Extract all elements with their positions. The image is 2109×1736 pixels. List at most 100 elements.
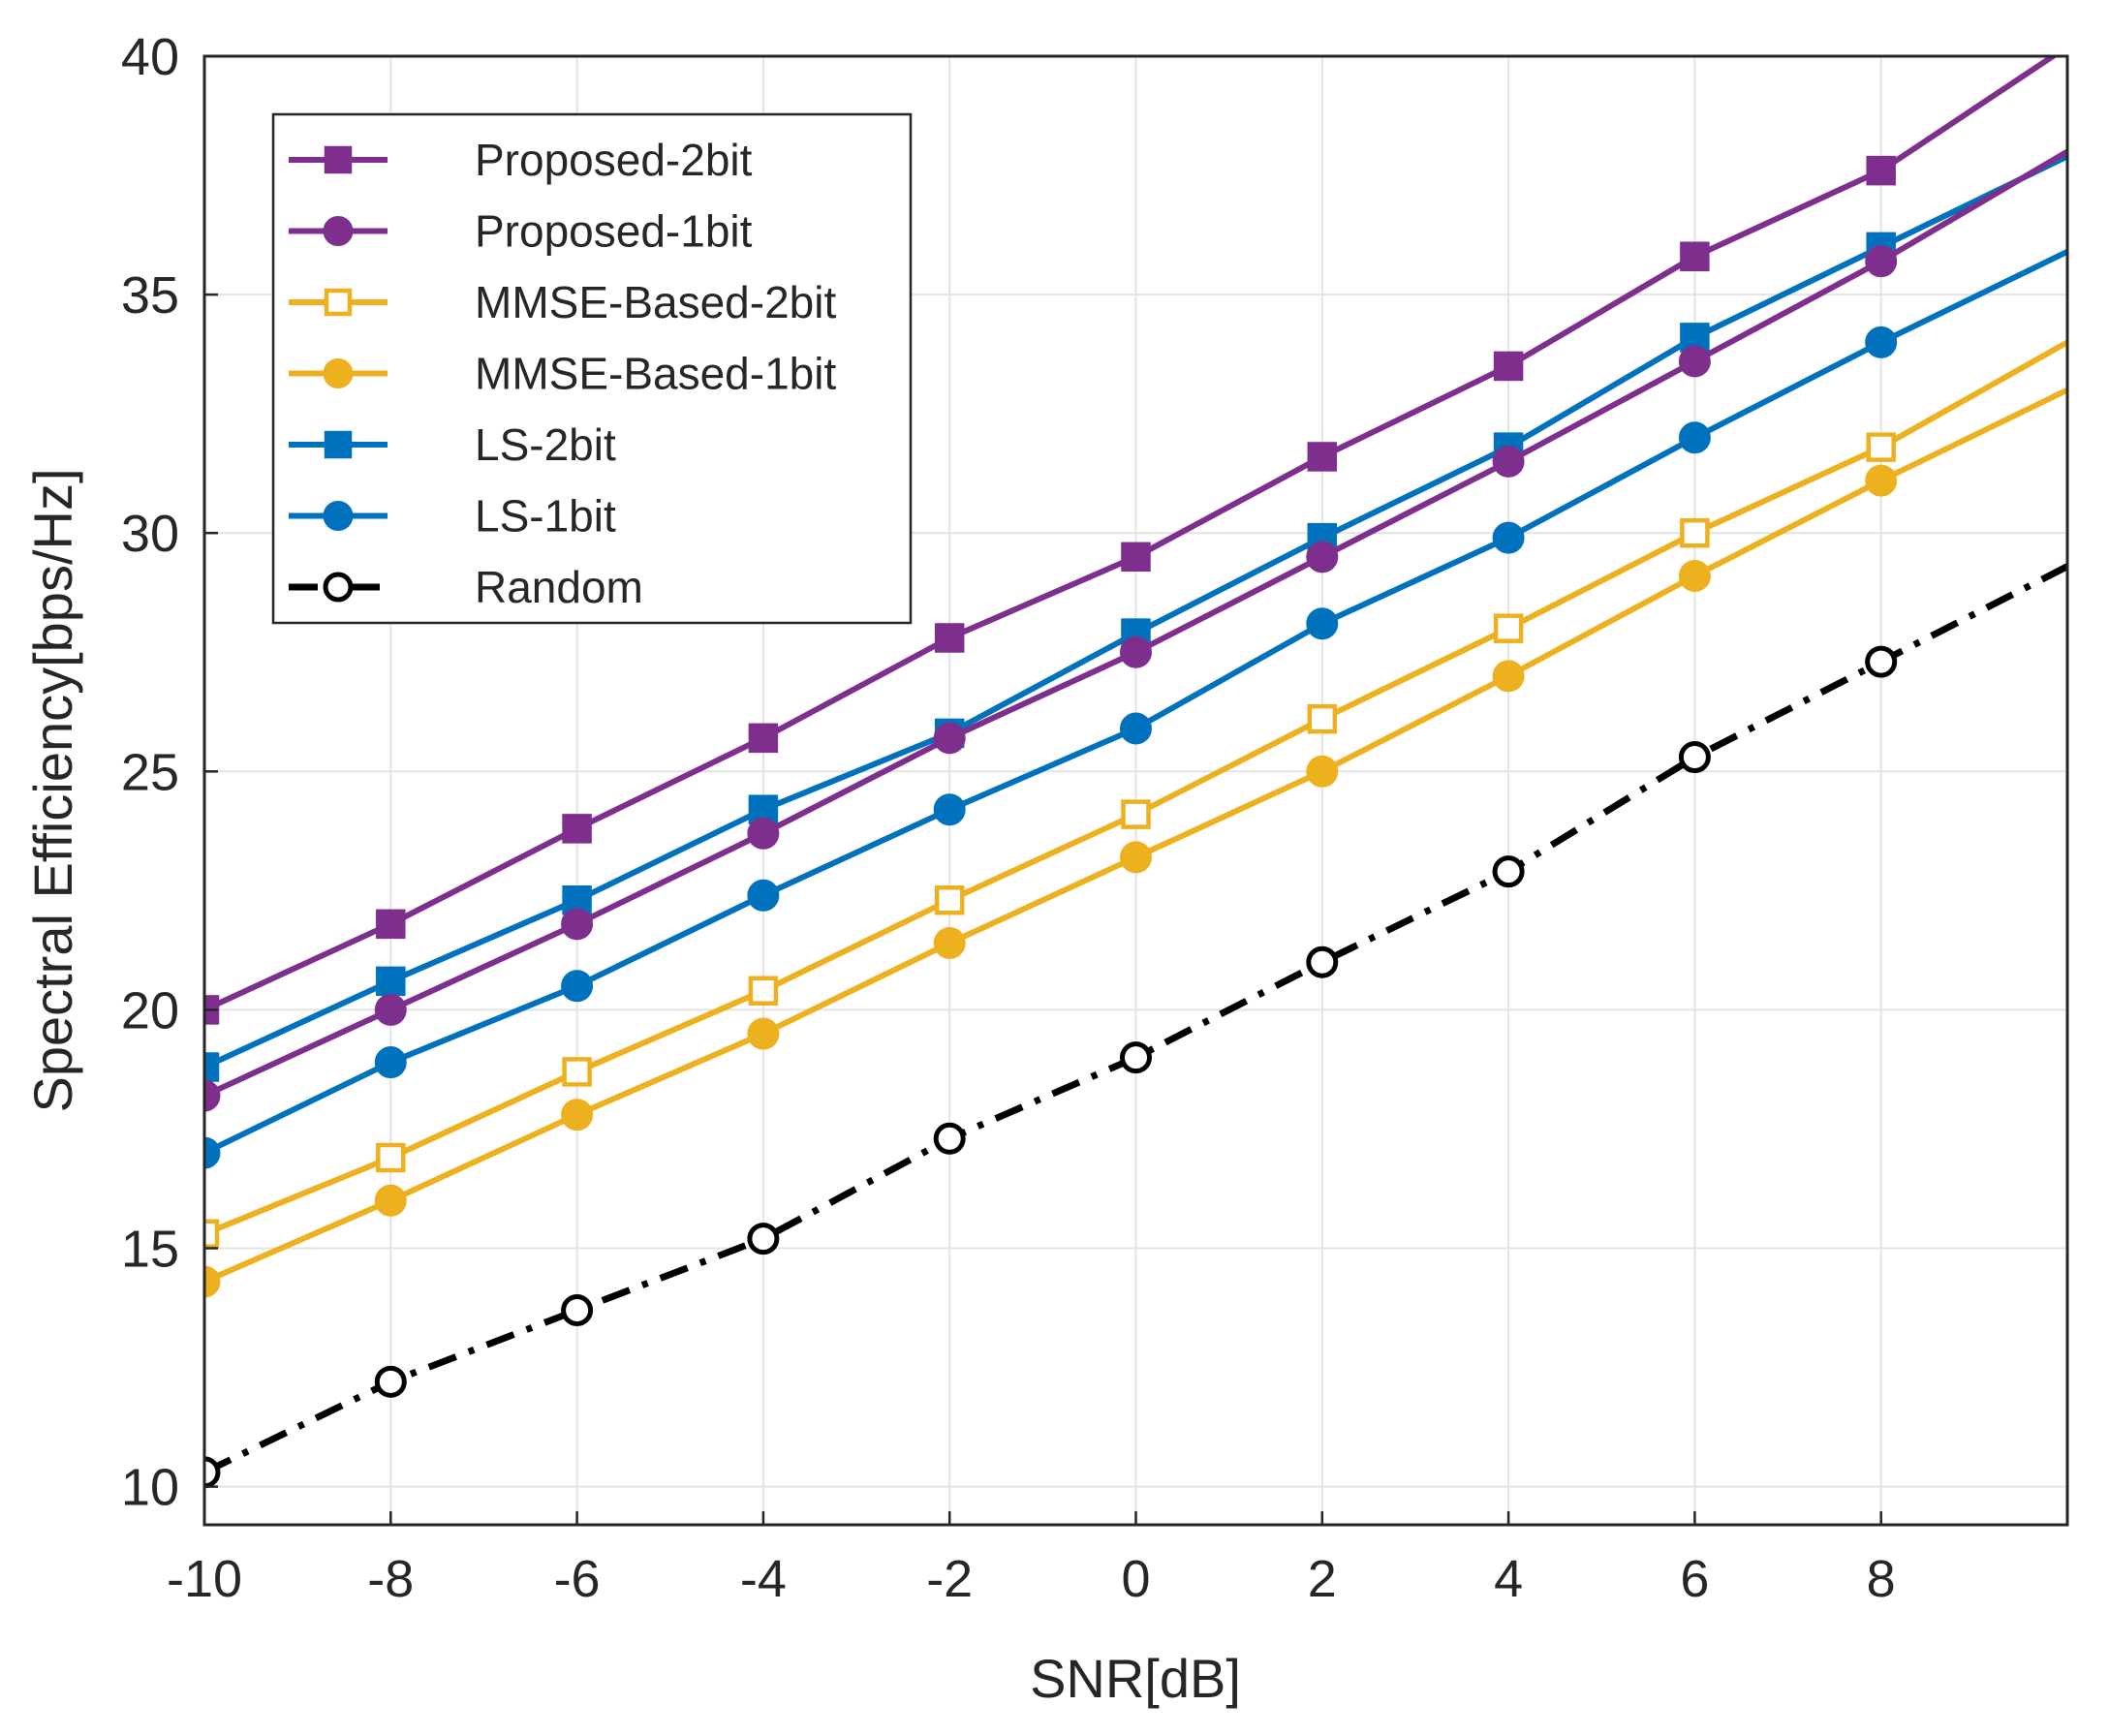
data-point (934, 884, 965, 915)
y-axis-title: Spectral Efficiency[bps/Hz] (22, 468, 83, 1112)
data-point (1120, 636, 1152, 668)
series-mmse-based-1bit (204, 387, 2067, 1298)
data-point (1307, 703, 1338, 734)
data-point (1492, 660, 1525, 693)
series-proposed-1bit (204, 148, 2067, 1112)
x-tick-label: -10 (167, 1550, 242, 1608)
grid (204, 56, 2067, 1525)
data-point (376, 966, 406, 997)
data-point (374, 1046, 407, 1079)
legend-label: Proposed-1bit (475, 206, 753, 257)
data-point (1121, 799, 1151, 829)
data-point (1492, 521, 1525, 554)
y-tick-label: 30 (121, 505, 179, 563)
y-tick-label: 35 (121, 266, 179, 325)
data-point (748, 723, 779, 754)
legend: Proposed-2bit Proposed-1bit MMSE-Based-2bi… (271, 112, 913, 625)
legend-marker (323, 501, 354, 531)
x-tick-label: 2 (1308, 1550, 1337, 1608)
legend-marker (323, 216, 354, 246)
data-point (933, 793, 966, 826)
data-point (1306, 541, 1339, 574)
data-point (374, 1184, 407, 1217)
data-point (1493, 613, 1524, 643)
data-point (1680, 241, 1710, 271)
data-point (1865, 245, 1898, 278)
x-tick-label: 0 (1121, 1550, 1150, 1608)
data-point (562, 814, 592, 844)
data-point (747, 817, 780, 850)
data-point-center (758, 1233, 768, 1244)
data-point (934, 623, 965, 653)
x-tick-label: -2 (926, 1550, 973, 1608)
legend-entry: Random (289, 562, 643, 612)
data-point-center (1690, 752, 1700, 762)
legend-label: Proposed-2bit (475, 135, 753, 185)
data-point (204, 1456, 221, 1489)
legend-label: LS-1bit (475, 491, 616, 542)
data-point (748, 976, 779, 1006)
data-point (1306, 755, 1339, 788)
data-point (1120, 712, 1152, 745)
data-point (1120, 841, 1152, 874)
data-point (1493, 351, 1524, 382)
legend-box (271, 112, 913, 625)
data-point (204, 1136, 221, 1169)
data-point (204, 1219, 220, 1250)
data-point (1678, 345, 1711, 378)
series-mmse-based-2bit (204, 339, 2067, 1250)
legend-marker-center (333, 582, 343, 592)
legend-marker (324, 430, 353, 459)
y-tick-label: 10 (121, 1459, 179, 1517)
y-tick-label: 25 (121, 743, 179, 801)
x-tick-label: 8 (1867, 1550, 1896, 1608)
data-point (933, 722, 966, 755)
series-ls-1bit (204, 249, 2067, 1169)
series-random (204, 563, 2067, 1489)
legend-marker (323, 358, 354, 388)
x-tick-label: 6 (1680, 1550, 1709, 1608)
y-tick-label: 20 (121, 981, 179, 1039)
legend-entry: LS-2bit (289, 419, 616, 470)
data-point (1866, 155, 1896, 186)
data-point (1678, 560, 1711, 593)
legend-label: MMSE-Based-1bit (475, 349, 836, 399)
data-point (1865, 326, 1898, 358)
data-point-center (1504, 866, 1514, 877)
data-point (933, 927, 966, 960)
data-point (204, 1079, 221, 1112)
data-point (747, 879, 780, 912)
data-point (1492, 445, 1525, 478)
data-point (204, 1052, 220, 1082)
legend-label: MMSE-Based-2bit (475, 277, 836, 327)
data-point (374, 993, 407, 1026)
legend-label: LS-2bit (475, 419, 616, 470)
series-proposed-2bit (204, 56, 2059, 1025)
data-point (376, 1142, 406, 1173)
data-point (561, 908, 594, 941)
legend-marker (324, 288, 353, 317)
data-point (1306, 607, 1339, 640)
data-point (561, 1099, 594, 1132)
data-point-center (572, 1305, 582, 1316)
ticks: -10 -8 -6 -4 -2 0 2 4 6 8 10 15 20 25 30 35 40 (121, 28, 1896, 1608)
y-tick-label: 40 (121, 28, 179, 86)
x-tick-label: 4 (1494, 1550, 1523, 1608)
data-point (747, 1017, 780, 1050)
data-point-center (386, 1377, 396, 1387)
data-point-center (1317, 957, 1327, 968)
x-tick-label: -4 (740, 1550, 787, 1608)
data-point (1866, 432, 1896, 462)
data-point (1680, 517, 1710, 548)
data-point-center (1876, 657, 1886, 667)
data-point-center (945, 1133, 955, 1144)
data-point (376, 909, 406, 940)
legend-entry: LS-1bit (289, 491, 616, 542)
data-point (1121, 542, 1151, 573)
data-point (562, 1057, 592, 1087)
legend-label: Random (475, 562, 643, 612)
data-point-center (1131, 1052, 1141, 1063)
y-tick-label: 15 (121, 1221, 179, 1279)
data-point (1865, 464, 1898, 497)
